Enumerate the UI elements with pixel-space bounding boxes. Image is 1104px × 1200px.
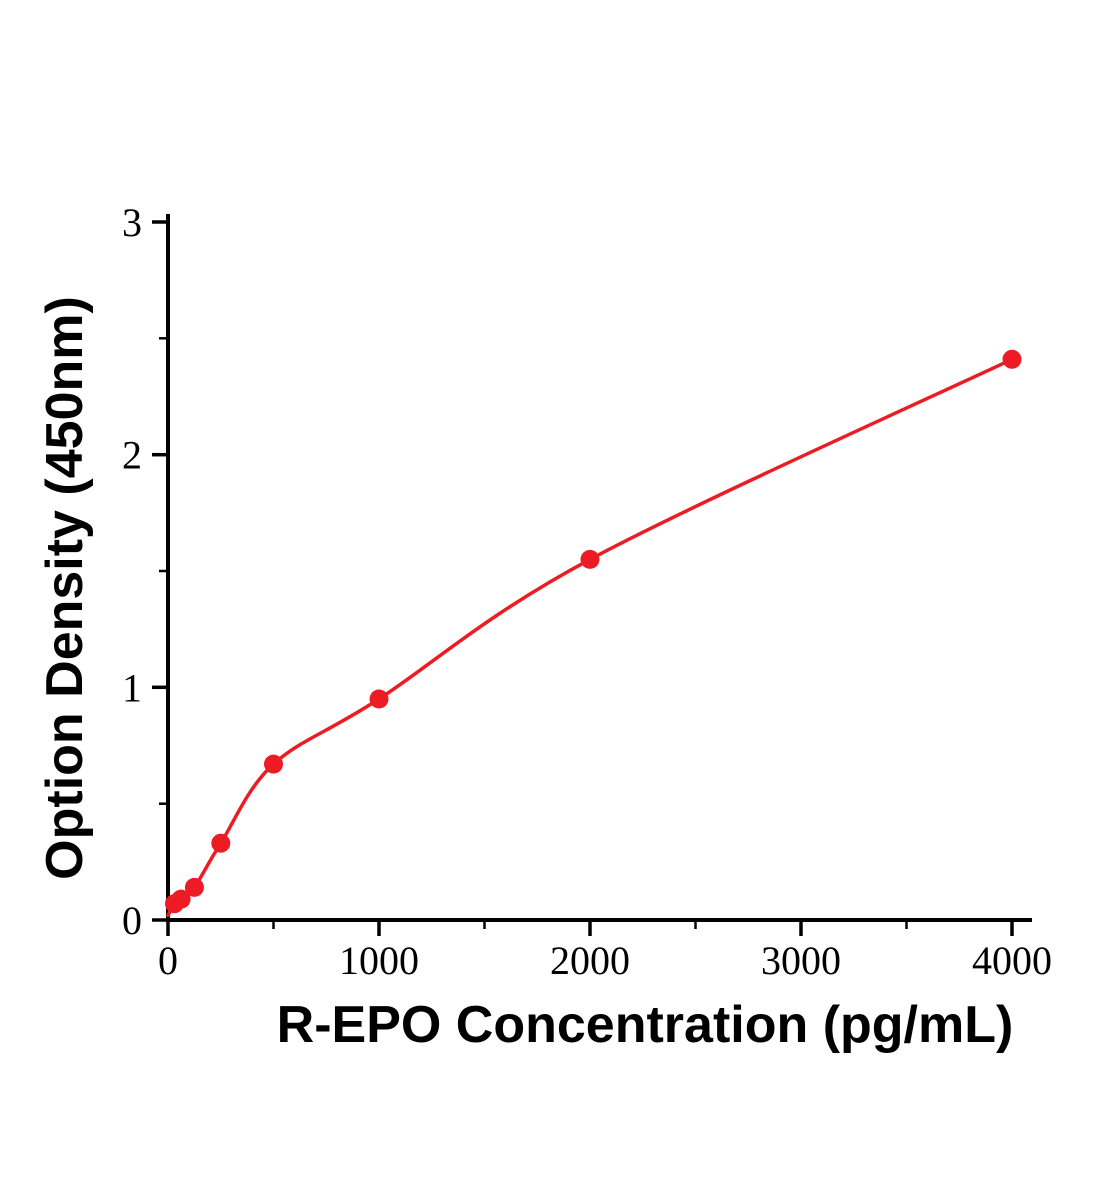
data-point-marker	[1002, 349, 1022, 369]
data-points	[165, 349, 1022, 914]
data-point-marker	[580, 549, 600, 569]
y-tick-label: 0	[122, 898, 142, 943]
data-point-marker	[184, 877, 204, 897]
x-tick-label: 2000	[550, 938, 630, 983]
y-axis-title: Option Density (450nm)	[36, 296, 94, 880]
data-point-marker	[211, 833, 231, 853]
data-point-marker	[369, 689, 389, 709]
data-point-marker	[171, 889, 191, 909]
fit-curve-line	[166, 357, 1014, 918]
x-tick-label: 3000	[761, 938, 841, 983]
x-axis: 0 1000 2000 3000 4000	[158, 918, 1052, 983]
x-tick-label: 1000	[339, 938, 419, 983]
x-tick-label: 4000	[972, 938, 1052, 983]
y-tick-label: 2	[122, 433, 142, 478]
data-point-marker	[264, 754, 283, 774]
x-axis-title: R-EPO Concentration (pg/mL)	[277, 996, 1014, 1054]
x-tick-label: 0	[158, 938, 178, 983]
y-axis: 0 1 2 3	[122, 200, 170, 943]
y-tick-label: 1	[122, 665, 142, 710]
y-tick-label: 3	[122, 200, 142, 245]
